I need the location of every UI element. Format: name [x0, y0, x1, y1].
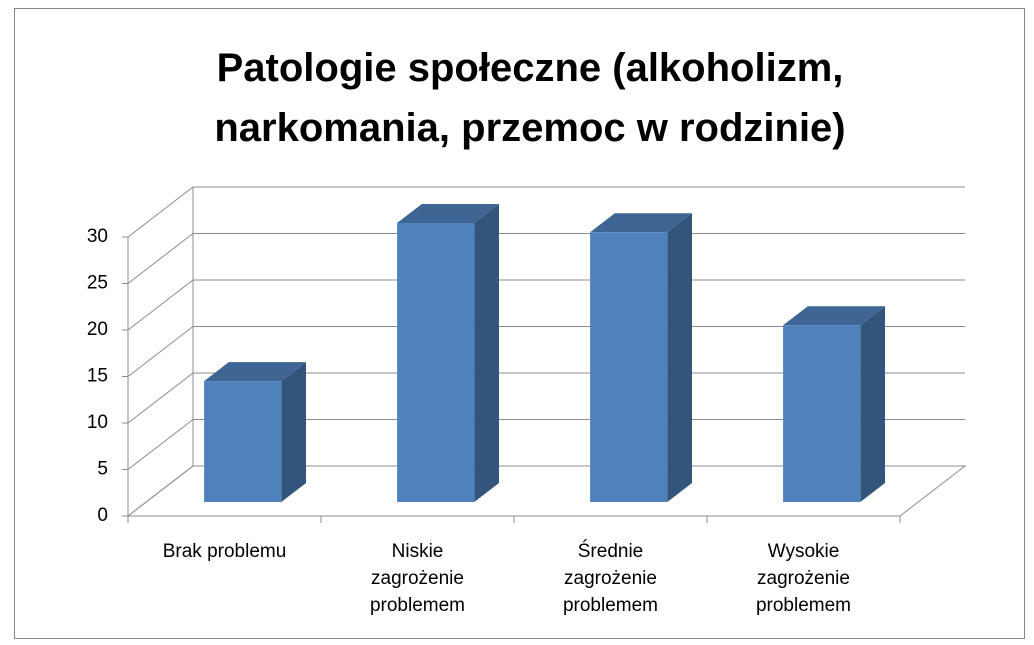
y-tick-label: 0 — [97, 505, 108, 526]
grid-line — [127, 326, 965, 377]
bar-top — [397, 204, 499, 223]
bar-top — [204, 362, 306, 382]
grid-line — [127, 372, 965, 424]
y-tick-label: 20 — [87, 319, 108, 340]
y-tick-label: 15 — [87, 366, 108, 387]
y-tick-label: 25 — [87, 273, 108, 294]
chart-title: Patologie społeczne (alkoholizm, narkoma… — [214, 46, 846, 150]
bar-side — [474, 204, 499, 502]
y-tick-label: 5 — [97, 459, 108, 480]
x-tick-label: Niskie zagrożenie problemem — [369, 541, 466, 616]
bar — [783, 325, 861, 502]
bar-side — [860, 306, 885, 502]
y-tick-label: 10 — [87, 412, 108, 433]
grid-line — [127, 233, 965, 284]
y-tick-label: 30 — [87, 226, 108, 247]
bar — [204, 381, 282, 502]
x-tick-label: Brak problemu — [162, 541, 287, 562]
grid-line — [127, 186, 965, 238]
bar — [397, 223, 475, 502]
bar-side — [281, 362, 306, 502]
bar-top — [783, 306, 885, 326]
bar-side — [667, 213, 692, 503]
x-tick-label: Średnie zagrożenie problemem — [562, 541, 659, 616]
x-tick-label: Wysokie zagrożenie problemem — [755, 541, 852, 616]
grid-line — [127, 279, 965, 331]
grid-line — [127, 465, 965, 517]
grid-line — [127, 419, 965, 470]
bar — [590, 232, 668, 503]
bar-top — [590, 213, 692, 233]
